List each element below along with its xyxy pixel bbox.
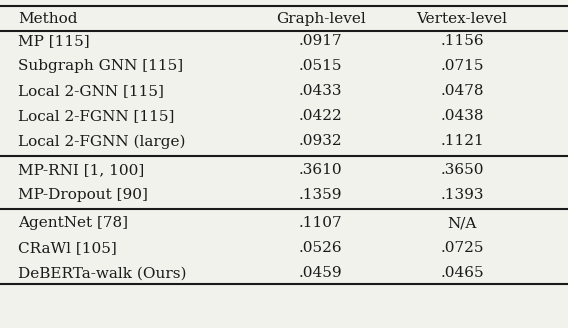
Text: .0725: .0725: [440, 241, 484, 255]
Text: .1121: .1121: [440, 134, 484, 149]
Text: .1107: .1107: [299, 216, 343, 230]
Text: AgentNet [78]: AgentNet [78]: [18, 216, 128, 230]
Text: Local 2-GNN [115]: Local 2-GNN [115]: [18, 84, 164, 98]
Text: .0917: .0917: [299, 34, 343, 48]
Text: CRaWl [105]: CRaWl [105]: [18, 241, 117, 255]
Text: .1359: .1359: [299, 188, 343, 202]
Text: Local 2-FGNN (large): Local 2-FGNN (large): [18, 134, 186, 149]
Text: N/A: N/A: [448, 216, 477, 230]
Text: MP-Dropout [90]: MP-Dropout [90]: [18, 188, 148, 202]
Text: .0465: .0465: [440, 266, 484, 280]
Text: Local 2-FGNN [115]: Local 2-FGNN [115]: [18, 110, 175, 123]
Text: .0715: .0715: [440, 59, 484, 73]
Text: .1156: .1156: [440, 34, 484, 48]
Text: DeBERTa-walk (Ours): DeBERTa-walk (Ours): [18, 266, 187, 280]
Text: .0438: .0438: [440, 110, 484, 123]
Text: .0422: .0422: [299, 110, 343, 123]
Text: .0478: .0478: [440, 84, 484, 98]
Text: .0515: .0515: [299, 59, 343, 73]
Text: .0932: .0932: [299, 134, 343, 149]
Text: MP-RNI [1, 100]: MP-RNI [1, 100]: [18, 163, 145, 177]
Text: .0433: .0433: [299, 84, 343, 98]
Text: .0459: .0459: [299, 266, 343, 280]
Text: Graph-level: Graph-level: [276, 12, 366, 26]
Text: Subgraph GNN [115]: Subgraph GNN [115]: [18, 59, 183, 73]
Text: .3650: .3650: [440, 163, 484, 177]
Text: .3610: .3610: [299, 163, 343, 177]
Text: .0526: .0526: [299, 241, 343, 255]
Text: MP [115]: MP [115]: [18, 34, 90, 48]
Text: Method: Method: [18, 12, 78, 26]
Text: .1393: .1393: [440, 188, 484, 202]
Text: Vertex-level: Vertex-level: [416, 12, 508, 26]
